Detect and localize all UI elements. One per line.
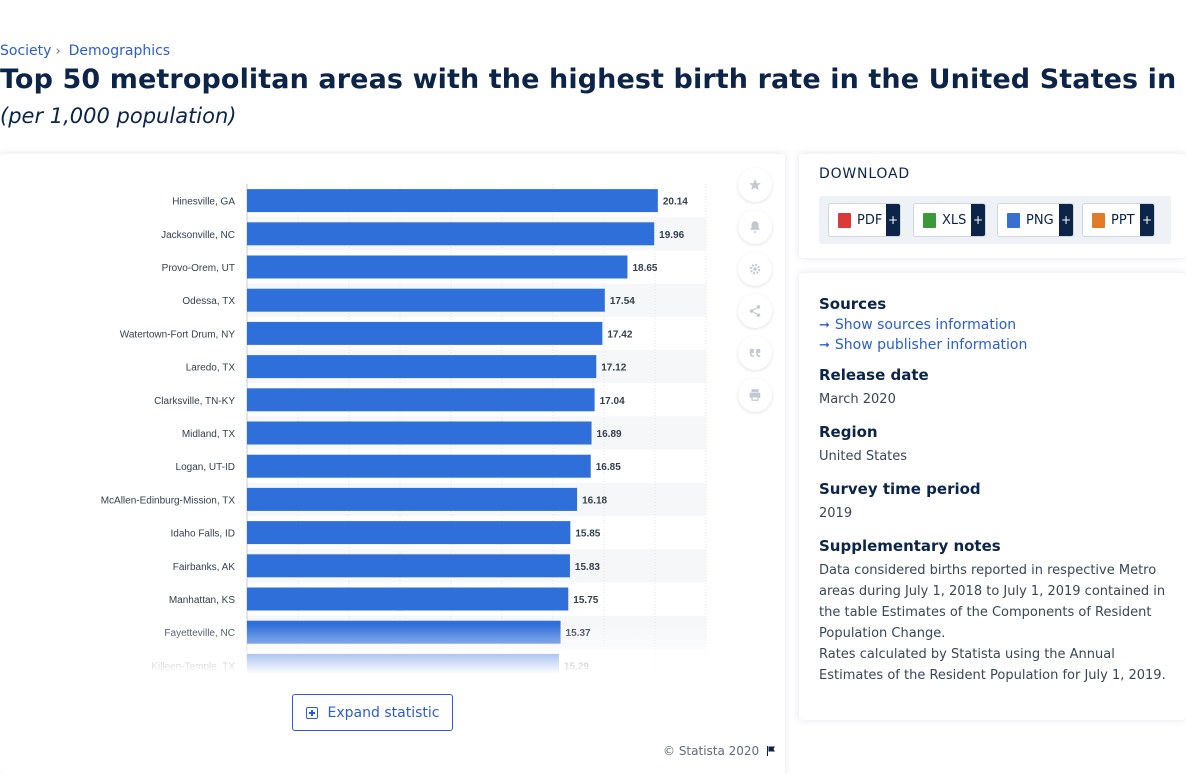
pdf-file-icon xyxy=(838,212,851,228)
arrow-right-icon: ➞ xyxy=(819,337,830,353)
category-label: Logan, UT-ID xyxy=(176,462,235,473)
survey-period-heading: Survey time period xyxy=(819,480,981,498)
data-label: 19.96 xyxy=(659,230,684,241)
bar xyxy=(247,454,591,478)
download-ppt-button[interactable]: PPT + xyxy=(1082,203,1155,237)
category-label: Odessa, TX xyxy=(182,296,235,307)
bar xyxy=(247,189,658,213)
bar xyxy=(247,288,605,312)
bar xyxy=(247,388,595,412)
expand-icon xyxy=(305,706,318,719)
category-label: Fairbanks, AK xyxy=(173,562,236,573)
png-file-icon xyxy=(1007,212,1020,228)
bar xyxy=(247,521,571,545)
data-label: 16.85 xyxy=(596,462,621,473)
bell-icon[interactable] xyxy=(738,210,772,244)
download-xls-plus: + xyxy=(971,204,985,236)
show-sources-link[interactable]: ➞ Show sources information xyxy=(819,317,1166,333)
download-xls-label: XLS xyxy=(942,212,967,228)
data-label: 15.85 xyxy=(575,529,600,540)
data-label: 20.14 xyxy=(663,197,688,208)
region-value: United States xyxy=(819,449,908,464)
copyright-text: © Statista 2020 xyxy=(663,744,760,758)
category-label: Provo-Orem, UT xyxy=(162,263,235,274)
page-subtitle: (per 1,000 population) xyxy=(0,104,237,128)
statistic-info-card: Sources ➞ Show sources information ➞ Sho… xyxy=(799,273,1186,720)
breadcrumb: Society › Demographics xyxy=(0,43,170,59)
breadcrumb-link-demographics[interactable]: Demographics xyxy=(68,43,171,59)
category-label: Laredo, TX xyxy=(186,363,236,374)
flag-icon[interactable] xyxy=(765,745,777,757)
chart-card: Hinesville, GA 20.14 Jacksonville, NC 19.96… xyxy=(0,154,785,774)
category-label: Idaho Falls, ID xyxy=(171,529,235,540)
download-ppt-label: PPT xyxy=(1111,212,1135,228)
arrow-right-icon: ➞ xyxy=(819,317,830,333)
release-date-heading: Release date xyxy=(819,366,929,384)
supplementary-notes-heading: Supplementary notes xyxy=(819,537,1001,555)
gear-icon[interactable] xyxy=(738,252,772,286)
sources-heading: Sources xyxy=(819,295,887,313)
bar xyxy=(247,255,628,279)
supplementary-notes-text-1: Data considered births reported in respe… xyxy=(819,563,1166,641)
download-ppt-plus: + xyxy=(1140,204,1154,236)
data-label: 16.89 xyxy=(597,429,622,440)
quote-icon[interactable] xyxy=(738,336,772,370)
region-heading: Region xyxy=(819,423,878,441)
expand-statistic-label: Expand statistic xyxy=(327,704,440,721)
expand-statistic-button[interactable]: Expand statistic xyxy=(292,694,453,731)
data-label: 17.54 xyxy=(610,296,635,307)
show-sources-label: Show sources information xyxy=(834,317,1017,333)
show-publisher-link[interactable]: ➞ Show publisher information xyxy=(819,337,1166,353)
bar-chart: Hinesville, GA 20.14 Jacksonville, NC 19.96… xyxy=(101,184,707,674)
star-icon[interactable] xyxy=(738,168,772,202)
category-label: McAllen-Edinburg-Mission, TX xyxy=(101,495,236,506)
download-png-button[interactable]: PNG + xyxy=(997,203,1074,237)
data-label: 15.75 xyxy=(573,595,598,606)
download-png-plus: + xyxy=(1059,204,1073,236)
download-card: DOWNLOAD PDF + XLS + PNG + PPT + xyxy=(799,154,1186,258)
category-label: Clarksville, TN-KY xyxy=(154,396,235,407)
category-label: Watertown-Fort Drum, NY xyxy=(120,329,236,340)
bar xyxy=(247,222,655,246)
category-label: Midland, TX xyxy=(182,429,236,440)
download-pdf-label: PDF xyxy=(857,212,883,228)
bar xyxy=(247,321,603,345)
show-publisher-label: Show publisher information xyxy=(834,337,1028,353)
share-icon[interactable] xyxy=(738,294,772,328)
download-button-group: PDF + XLS + PNG + PPT + xyxy=(819,196,1171,244)
download-title: DOWNLOAD xyxy=(819,166,910,182)
xls-file-icon xyxy=(923,212,936,228)
data-label: 17.42 xyxy=(607,329,632,340)
survey-period-value: 2019 xyxy=(819,506,853,521)
category-label: Manhattan, KS xyxy=(169,595,235,606)
bar xyxy=(247,554,570,578)
breadcrumb-separator: › xyxy=(55,43,61,59)
data-label: 17.12 xyxy=(601,363,626,374)
ppt-file-icon xyxy=(1092,212,1105,228)
bar xyxy=(247,587,569,611)
category-label: Hinesville, GA xyxy=(172,197,235,208)
print-icon[interactable] xyxy=(738,378,772,412)
page-title: Top 50 metropolitan areas with the highe… xyxy=(0,64,1186,95)
breadcrumb-link-society[interactable]: Society xyxy=(0,43,52,59)
release-date-value: March 2020 xyxy=(819,392,896,407)
bar xyxy=(247,355,597,379)
download-pdf-button[interactable]: PDF + xyxy=(828,203,901,237)
copyright: © Statista 2020 xyxy=(663,744,777,758)
data-label: 16.18 xyxy=(582,495,607,506)
chart-toolbar xyxy=(738,168,772,420)
data-label: 15.83 xyxy=(575,562,600,573)
chart-fade-overlay xyxy=(0,624,720,674)
download-png-label: PNG xyxy=(1026,212,1054,228)
data-label: 18.65 xyxy=(632,263,657,274)
bar xyxy=(247,487,578,511)
download-xls-button[interactable]: XLS + xyxy=(913,203,986,237)
supplementary-notes-text-2: Rates calculated by Statista using the A… xyxy=(819,647,1166,683)
data-label: 17.04 xyxy=(600,396,625,407)
download-pdf-plus: + xyxy=(886,204,900,236)
category-label: Jacksonville, NC xyxy=(161,230,235,241)
bar xyxy=(247,421,592,445)
